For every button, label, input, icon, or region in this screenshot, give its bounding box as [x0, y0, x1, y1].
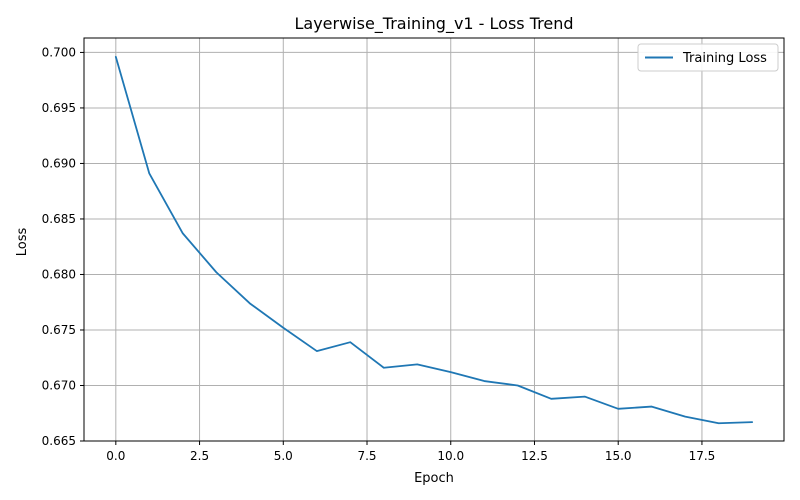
x-axis-label: Epoch	[414, 471, 454, 486]
y-tick-label: 0.700	[42, 45, 76, 59]
chart-title: Layerwise_Training_v1 - Loss Trend	[294, 14, 573, 34]
plot-series	[114, 55, 754, 425]
x-tick-label: 15.0	[605, 449, 632, 463]
x-axis-ticks: 0.0 2.5 5.0 7.5 10.0 12.5 15.0 17.5	[106, 441, 715, 463]
y-tick-label: 0.685	[42, 212, 76, 226]
x-tick-label: 7.5	[357, 449, 376, 463]
y-tick-label: 0.675	[42, 323, 76, 337]
x-tick-label: 10.0	[437, 449, 464, 463]
y-tick-label: 0.695	[42, 101, 76, 115]
y-tick-label: 0.670	[42, 378, 76, 392]
plot-frame	[83, 37, 785, 442]
grid	[84, 38, 784, 442]
x-tick-label: 12.5	[521, 449, 548, 463]
y-tick-label: 0.690	[42, 156, 76, 170]
y-axis-label: Loss	[15, 228, 30, 257]
y-tick-label: 0.680	[42, 267, 76, 281]
y-axis-ticks: 0.665 0.670 0.675 0.680 0.685 0.690 0.695 0.700	[42, 45, 84, 448]
x-tick-label: 17.5	[689, 449, 716, 463]
legend: Training Loss	[637, 43, 779, 72]
x-tick-label: 0.0	[106, 449, 125, 463]
series-line-training-loss	[114, 55, 754, 425]
legend-label: Training Loss	[682, 51, 767, 66]
x-tick-label: 2.5	[190, 449, 209, 463]
x-tick-label: 5.0	[274, 449, 293, 463]
legend-box	[637, 43, 779, 72]
y-tick-label: 0.665	[42, 434, 76, 448]
